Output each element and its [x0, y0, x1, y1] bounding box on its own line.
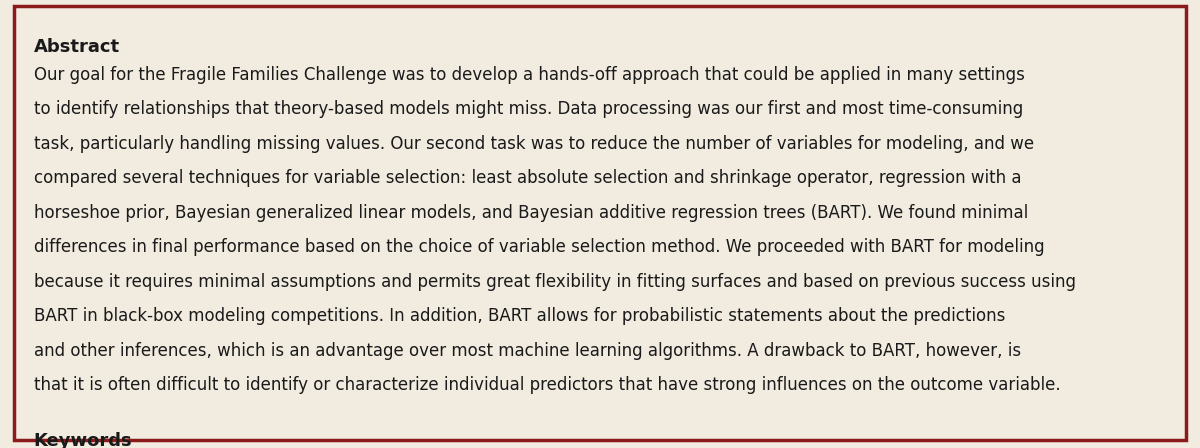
FancyBboxPatch shape [14, 6, 1186, 440]
Text: differences in final performance based on the choice of variable selection metho: differences in final performance based o… [34, 238, 1044, 256]
Text: task, particularly handling missing values. Our second task was to reduce the nu: task, particularly handling missing valu… [34, 135, 1033, 153]
Text: because it requires minimal assumptions and permits great flexibility in fitting: because it requires minimal assumptions … [34, 273, 1075, 291]
Text: Our goal for the Fragile Families Challenge was to develop a hands-off approach : Our goal for the Fragile Families Challe… [34, 66, 1025, 84]
Text: horseshoe prior, Bayesian generalized linear models, and Bayesian additive regre: horseshoe prior, Bayesian generalized li… [34, 204, 1028, 222]
Text: Keywords: Keywords [34, 431, 132, 448]
Text: and other inferences, which is an advantage over most machine learning algorithm: and other inferences, which is an advant… [34, 342, 1021, 360]
Text: compared several techniques for variable selection: least absolute selection and: compared several techniques for variable… [34, 169, 1021, 187]
Text: that it is often difficult to identify or characterize individual predictors tha: that it is often difficult to identify o… [34, 376, 1061, 394]
Text: BART in black-box modeling competitions. In addition, BART allows for probabilis: BART in black-box modeling competitions.… [34, 307, 1004, 325]
Text: to identify relationships that theory-based models might miss. Data processing w: to identify relationships that theory-ba… [34, 100, 1022, 118]
Text: Abstract: Abstract [34, 38, 120, 56]
